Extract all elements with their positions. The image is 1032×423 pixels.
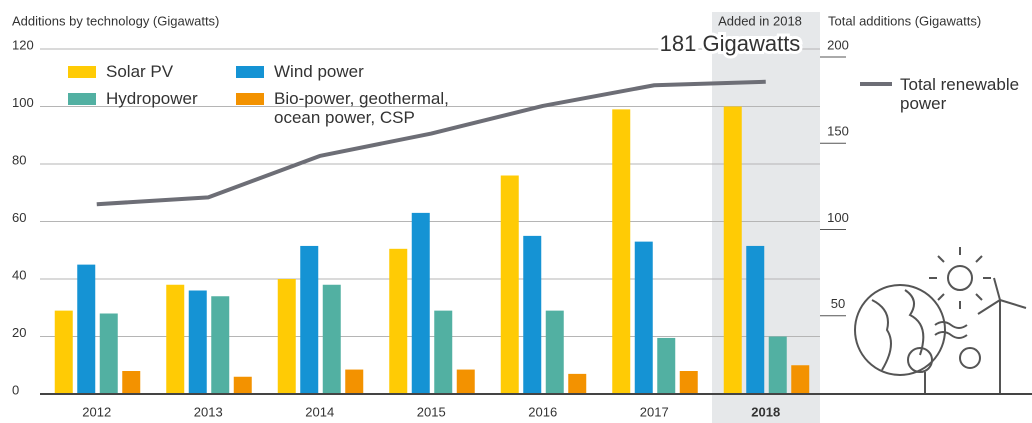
bar — [188, 290, 207, 394]
annotation: 181 Gigawatts — [660, 31, 801, 56]
bar — [612, 109, 631, 394]
x-tick-label: 2017 — [640, 404, 669, 419]
y-tick-label: 40 — [12, 267, 26, 282]
y2-axis-label: Total additions (Gigawatts) — [828, 13, 981, 28]
annotation: Added in 2018 — [718, 13, 802, 28]
y-axis-label: Additions by technology (Gigawatts) — [12, 13, 219, 28]
legend-swatch — [68, 93, 96, 105]
legend-label: Solar PV — [106, 62, 174, 81]
x-tick-label: 2013 — [194, 404, 223, 419]
y2-tick-label: 50 — [831, 296, 845, 311]
bar — [568, 373, 587, 394]
bar — [679, 371, 698, 394]
bar — [545, 310, 564, 394]
x-tick-label: 2012 — [82, 404, 111, 419]
legend-swatch — [860, 82, 892, 86]
legend-label: Hydropower — [106, 89, 198, 108]
y2-tick-label: 150 — [827, 124, 849, 139]
bar — [723, 106, 742, 394]
y-tick-label: 20 — [12, 325, 26, 340]
bar — [322, 284, 341, 394]
bar — [456, 369, 475, 394]
total-line — [96, 79, 766, 207]
bar — [345, 369, 364, 394]
bar — [411, 212, 430, 394]
bar — [300, 245, 319, 394]
bar — [99, 313, 118, 394]
bar — [791, 365, 810, 394]
x-tick-label: 2014 — [305, 404, 334, 419]
bar — [434, 310, 453, 394]
bar — [277, 279, 296, 394]
bar — [54, 310, 73, 394]
x-tick-label: 2018 — [751, 404, 780, 419]
x-tick-label: 2016 — [528, 404, 557, 419]
bar — [166, 284, 185, 394]
bar — [233, 376, 252, 394]
x-tick-label: 2015 — [417, 404, 446, 419]
bar — [746, 245, 765, 394]
legend-label: Bio-power, geothermal, ocean power, CSP — [274, 89, 449, 127]
legend-swatch — [68, 66, 96, 78]
legend-swatch — [236, 93, 264, 105]
bar — [211, 296, 230, 394]
legend-swatch — [236, 66, 264, 78]
bar — [500, 175, 519, 394]
y2-tick-label: 100 — [827, 210, 849, 225]
bar — [523, 235, 542, 394]
bar — [77, 264, 96, 394]
bar — [634, 241, 653, 394]
legend-label: Wind power — [274, 62, 364, 81]
y-tick-label: 100 — [12, 95, 34, 110]
bar — [389, 248, 408, 394]
icon — [854, 247, 1027, 394]
y-tick-label: 0 — [12, 382, 19, 397]
bar — [768, 336, 787, 394]
y-tick-label: 60 — [12, 210, 26, 225]
y2-tick-label: 200 — [827, 37, 849, 52]
y-tick-label: 80 — [12, 152, 26, 167]
y-tick-label: 120 — [12, 37, 34, 52]
bar — [657, 337, 676, 394]
bar — [122, 371, 141, 394]
legend-label: Total renewable power — [900, 75, 1020, 113]
